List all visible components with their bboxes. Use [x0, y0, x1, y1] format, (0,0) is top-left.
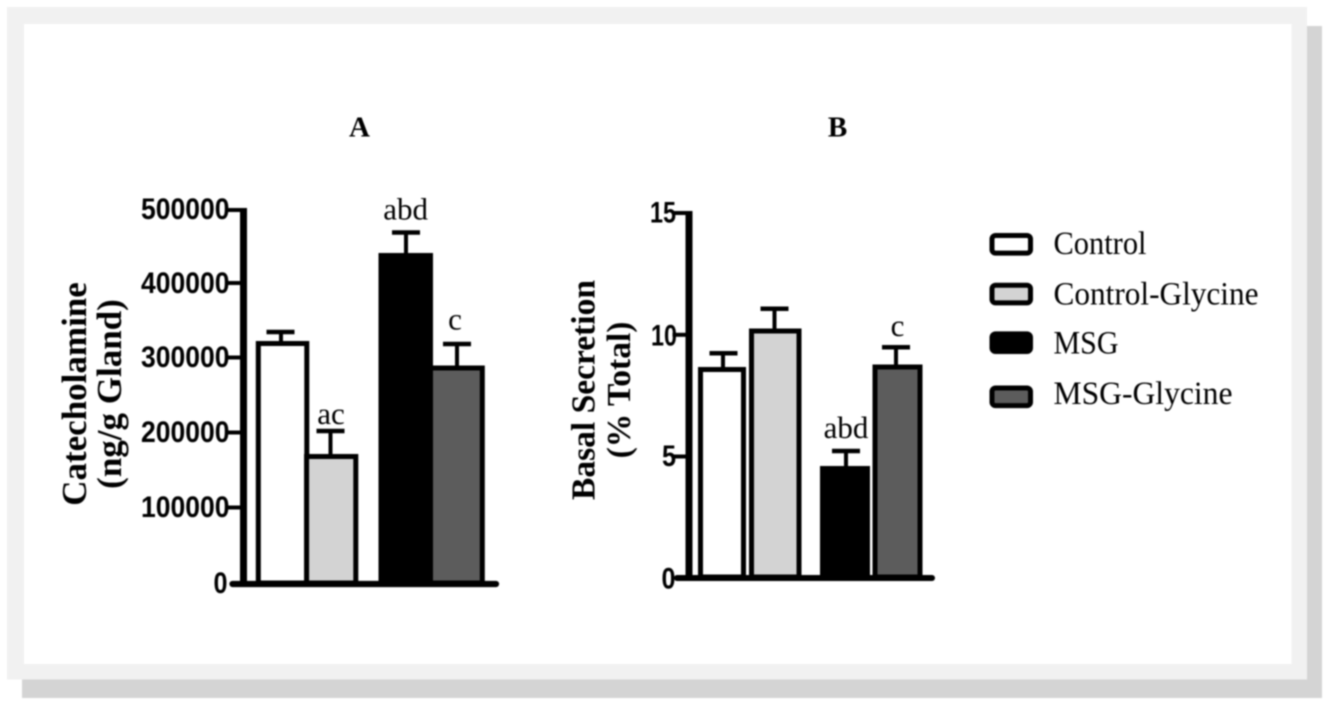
svg-text:Control-Glycine: Control-Glycine [1054, 277, 1259, 313]
svg-text:MSG-Glycine: MSG-Glycine [1054, 376, 1233, 412]
svg-text:MSG: MSG [1054, 326, 1119, 362]
svg-text:300000: 300000 [141, 341, 230, 374]
svg-text:100000: 100000 [141, 491, 230, 524]
svg-text:0: 0 [214, 567, 228, 600]
svg-text:15: 15 [650, 197, 676, 230]
svg-text:5: 5 [662, 440, 676, 473]
svg-text:Catecholamine(ng/g Gland): Catecholamine(ng/g Gland) [55, 282, 129, 506]
svg-text:0: 0 [662, 563, 676, 596]
svg-text:abd: abd [824, 410, 869, 445]
svg-text:A: A [349, 112, 370, 144]
svg-text:Control: Control [1054, 226, 1147, 262]
svg-text:abd: abd [383, 192, 428, 227]
svg-text:Basal Secretion(% Total): Basal Secretion(% Total) [566, 280, 639, 500]
svg-text:500000: 500000 [141, 193, 230, 226]
svg-text:B: B [828, 112, 847, 144]
svg-text:200000: 200000 [141, 416, 230, 449]
svg-text:10: 10 [651, 320, 677, 353]
svg-text:c: c [891, 308, 905, 343]
svg-text:ac: ac [317, 396, 345, 431]
svg-text:c: c [448, 302, 462, 337]
svg-text:400000: 400000 [141, 267, 230, 300]
